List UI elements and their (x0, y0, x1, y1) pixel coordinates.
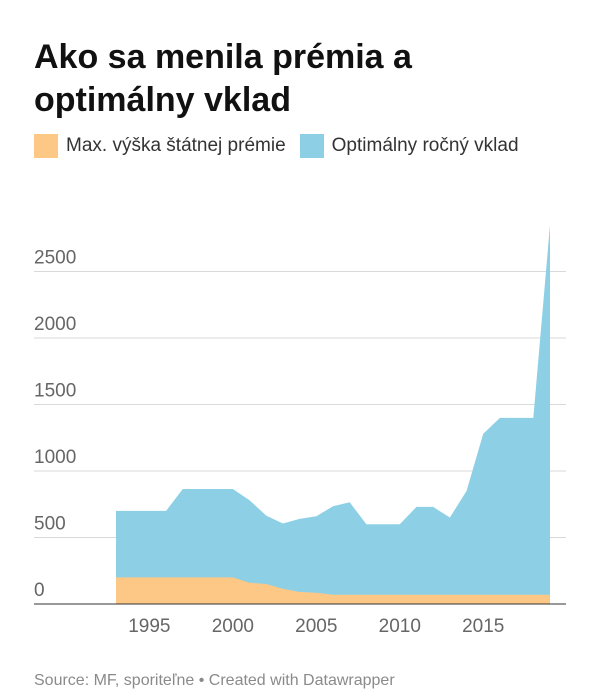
y-tick-label: 2500 (34, 248, 76, 269)
legend-label-vklad: Optimálny ročný vklad (331, 135, 519, 156)
legend-swatch-vklad (299, 134, 324, 158)
legend-item-vklad: Optimálny ročný vklad (299, 134, 519, 158)
legend-label-premia: Max. výška štátnej prémie (66, 135, 286, 156)
x-tick-label: 1995 (128, 616, 170, 637)
x-tick-label: 2005 (295, 616, 337, 637)
source-note: Source: MF, sporiteľne • Created with Da… (34, 672, 395, 689)
chart-areas (34, 225, 566, 605)
area-max-premia (116, 577, 550, 604)
chart-title: Ako sa menila prémia a optimálny vklad (34, 38, 412, 119)
x-tick-label: 2000 (212, 616, 254, 637)
x-axis: 1995 2000 2005 2010 2015 (128, 616, 504, 637)
y-axis: 0 500 1000 1500 2000 2500 (34, 248, 76, 601)
y-tick-label: 0 (34, 580, 45, 601)
y-tick-label: 1500 (34, 381, 76, 402)
legend-swatch-premia (34, 134, 58, 158)
x-tick-label: 2015 (462, 616, 504, 637)
x-tick-label: 2010 (379, 616, 421, 637)
legend-item-premia: Max. výška štátnej prémie (34, 134, 286, 158)
y-tick-label: 1000 (34, 447, 76, 468)
chart-legend: Max. výška štátnej prémie Optimálny ročn… (34, 134, 533, 158)
y-tick-label: 500 (34, 514, 66, 535)
y-tick-label: 2000 (34, 314, 76, 335)
area-optimalny-vklad (116, 225, 550, 604)
